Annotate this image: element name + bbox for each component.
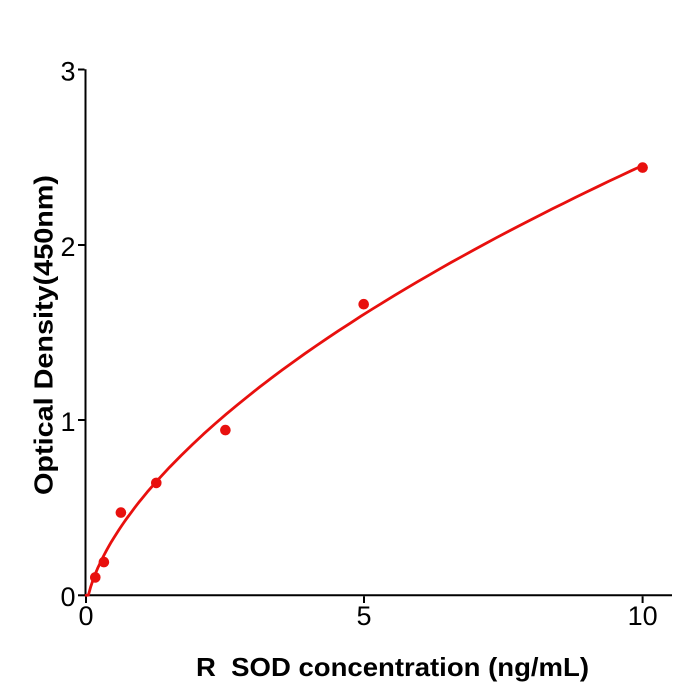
svg-text:3: 3 [60,56,75,86]
svg-text:10: 10 [628,601,658,631]
svg-text:Optical Density(450nm): Optical Density(450nm) [29,175,59,495]
svg-text:5: 5 [356,601,371,631]
svg-text:2: 2 [60,232,75,262]
svg-text:R SOD concentration (ng/mL): R SOD concentration (ng/mL) [196,652,589,682]
svg-text:0: 0 [78,601,93,631]
svg-text:1: 1 [60,407,75,437]
svg-text:0: 0 [60,582,75,612]
